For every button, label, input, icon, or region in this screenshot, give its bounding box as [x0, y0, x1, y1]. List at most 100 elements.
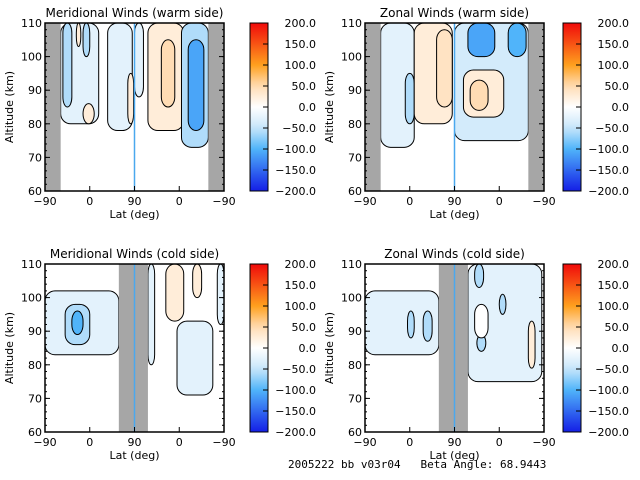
colorbar-tick-label: −50.0 — [282, 122, 316, 135]
x-tick-label: −90 — [212, 195, 235, 208]
y-tick-label: 90 — [28, 325, 42, 338]
colorbar-tick-label: −100.0 — [588, 143, 629, 156]
y-tick-label: 70 — [28, 151, 42, 164]
y-tick-label: 100 — [341, 51, 362, 64]
colorbar-tick-label: 200.0 — [598, 17, 630, 30]
colorbar-tick-label: 200.0 — [285, 17, 317, 30]
contour-region — [82, 103, 95, 125]
contour-region — [467, 22, 496, 58]
colorbar-tick-label: 0.0 — [299, 101, 317, 114]
chart-title: Meridional Winds (warm side) — [46, 6, 224, 20]
contour-region — [75, 22, 82, 48]
contour-region — [147, 263, 156, 366]
colorbar-tick-label: −150.0 — [588, 405, 629, 418]
colorbar-tick-label: −100.0 — [588, 384, 629, 397]
colorbar-tick-label: −200.0 — [275, 426, 316, 439]
colorbar-tick-label: 150.0 — [598, 38, 630, 51]
y-tick-label: 60 — [348, 185, 362, 198]
x-tick-label: 0 — [86, 436, 93, 449]
contour-region — [474, 263, 485, 289]
y-tick-label: 110 — [341, 258, 362, 271]
contour-region — [527, 320, 536, 369]
contour-region — [507, 22, 527, 58]
y-tick-label: 60 — [28, 185, 42, 198]
beta-angle-value: 68.9443 — [499, 458, 547, 471]
x-tick-label: 90 — [128, 436, 142, 449]
colorbar-tick-label: 150.0 — [598, 279, 630, 292]
no-data-region — [45, 23, 61, 191]
y-axis-label: Altitude (km) — [323, 312, 336, 384]
colorbar-tick-label: −200.0 — [588, 426, 629, 439]
contour-region — [474, 303, 489, 339]
y-tick-label: 60 — [348, 426, 362, 439]
x-tick-label: 0 — [86, 195, 93, 208]
colorbar-tick-label: 100.0 — [598, 300, 630, 313]
x-tick-label: 90 — [448, 436, 462, 449]
colorbar-tick-label: 200.0 — [285, 258, 317, 271]
contour-region — [71, 310, 84, 336]
chart-panel-4: 60 70 80 90 100 110 −90 0 90 0 −90 Zonal Winds (col… — [323, 247, 629, 462]
no-data-region — [438, 264, 468, 432]
x-tick-label: 0 — [176, 436, 183, 449]
x-tick-label: 0 — [496, 436, 503, 449]
x-axis-label: Lat (deg) — [110, 208, 160, 221]
contour-region — [62, 22, 73, 108]
y-tick-label: 90 — [28, 84, 42, 97]
y-tick-label: 110 — [341, 17, 362, 30]
colorbar-tick-label: 50.0 — [292, 321, 317, 334]
x-tick-label: 90 — [128, 195, 142, 208]
contour-region — [404, 72, 415, 125]
chart-title: Zonal Winds (warm side) — [380, 6, 529, 20]
colorbar-tick-label: 50.0 — [605, 321, 630, 334]
no-data-region — [118, 264, 148, 432]
chart-title: Zonal Winds (cold side) — [384, 247, 525, 261]
contour-region — [127, 72, 135, 125]
chart-panel-3: 60 70 80 90 100 110 −90 0 90 0 −90 Meridional Winds… — [3, 247, 316, 462]
y-axis-label: Altitude (km) — [3, 71, 16, 143]
contour-region — [176, 320, 214, 396]
colorbar-tick-label: −50.0 — [595, 363, 629, 376]
beta-angle-label: Beta Angle: — [420, 458, 494, 471]
footer-info: 2005222 bb v03r04 Beta Angle: 68.9443 — [288, 458, 546, 471]
x-tick-label: −90 — [532, 195, 555, 208]
contour-region — [216, 263, 225, 325]
x-tick-label: −90 — [33, 436, 56, 449]
contour-region — [187, 39, 205, 132]
colorbar-tick-label: 150.0 — [285, 38, 317, 51]
no-data-region — [208, 23, 224, 191]
no-data-region — [528, 23, 544, 191]
contour-region — [469, 79, 489, 111]
colorbar-tick-label: −200.0 — [275, 185, 316, 198]
contour-region — [134, 22, 144, 98]
chart-title: Meridional Winds (cold side) — [50, 247, 219, 261]
chart-panel-1: 60 70 80 90 100 110 −90 0 90 0 −90 Meridional Winds… — [3, 6, 316, 221]
y-tick-label: 100 — [21, 292, 42, 305]
contour-region — [160, 39, 176, 108]
contour-region — [498, 293, 507, 315]
x-tick-label: 0 — [176, 195, 183, 208]
y-tick-label: 60 — [28, 426, 42, 439]
colorbar-tick-label: 100.0 — [598, 59, 630, 72]
colorbar-tick-label: 50.0 — [292, 80, 317, 93]
contour-region — [165, 263, 185, 322]
no-data-region — [365, 23, 381, 191]
contour-region — [422, 310, 433, 342]
colorbar-tick-label: 0.0 — [612, 342, 630, 355]
colorbar-tick-label: 100.0 — [285, 300, 317, 313]
contour-region — [436, 29, 453, 108]
y-tick-label: 80 — [348, 118, 362, 131]
y-tick-label: 90 — [348, 325, 362, 338]
y-tick-label: 90 — [348, 84, 362, 97]
contour-region — [407, 310, 415, 339]
y-tick-label: 80 — [28, 118, 42, 131]
x-tick-label: 90 — [448, 195, 462, 208]
colorbar-tick-label: 200.0 — [598, 258, 630, 271]
colorbar-tick-label: 0.0 — [612, 101, 630, 114]
y-axis-label: Altitude (km) — [323, 71, 336, 143]
colorbar-tick-label: 50.0 — [605, 80, 630, 93]
x-tick-label: 0 — [406, 195, 413, 208]
colorbar-tick-label: −150.0 — [275, 164, 316, 177]
y-tick-label: 100 — [21, 51, 42, 64]
y-tick-label: 80 — [348, 359, 362, 372]
